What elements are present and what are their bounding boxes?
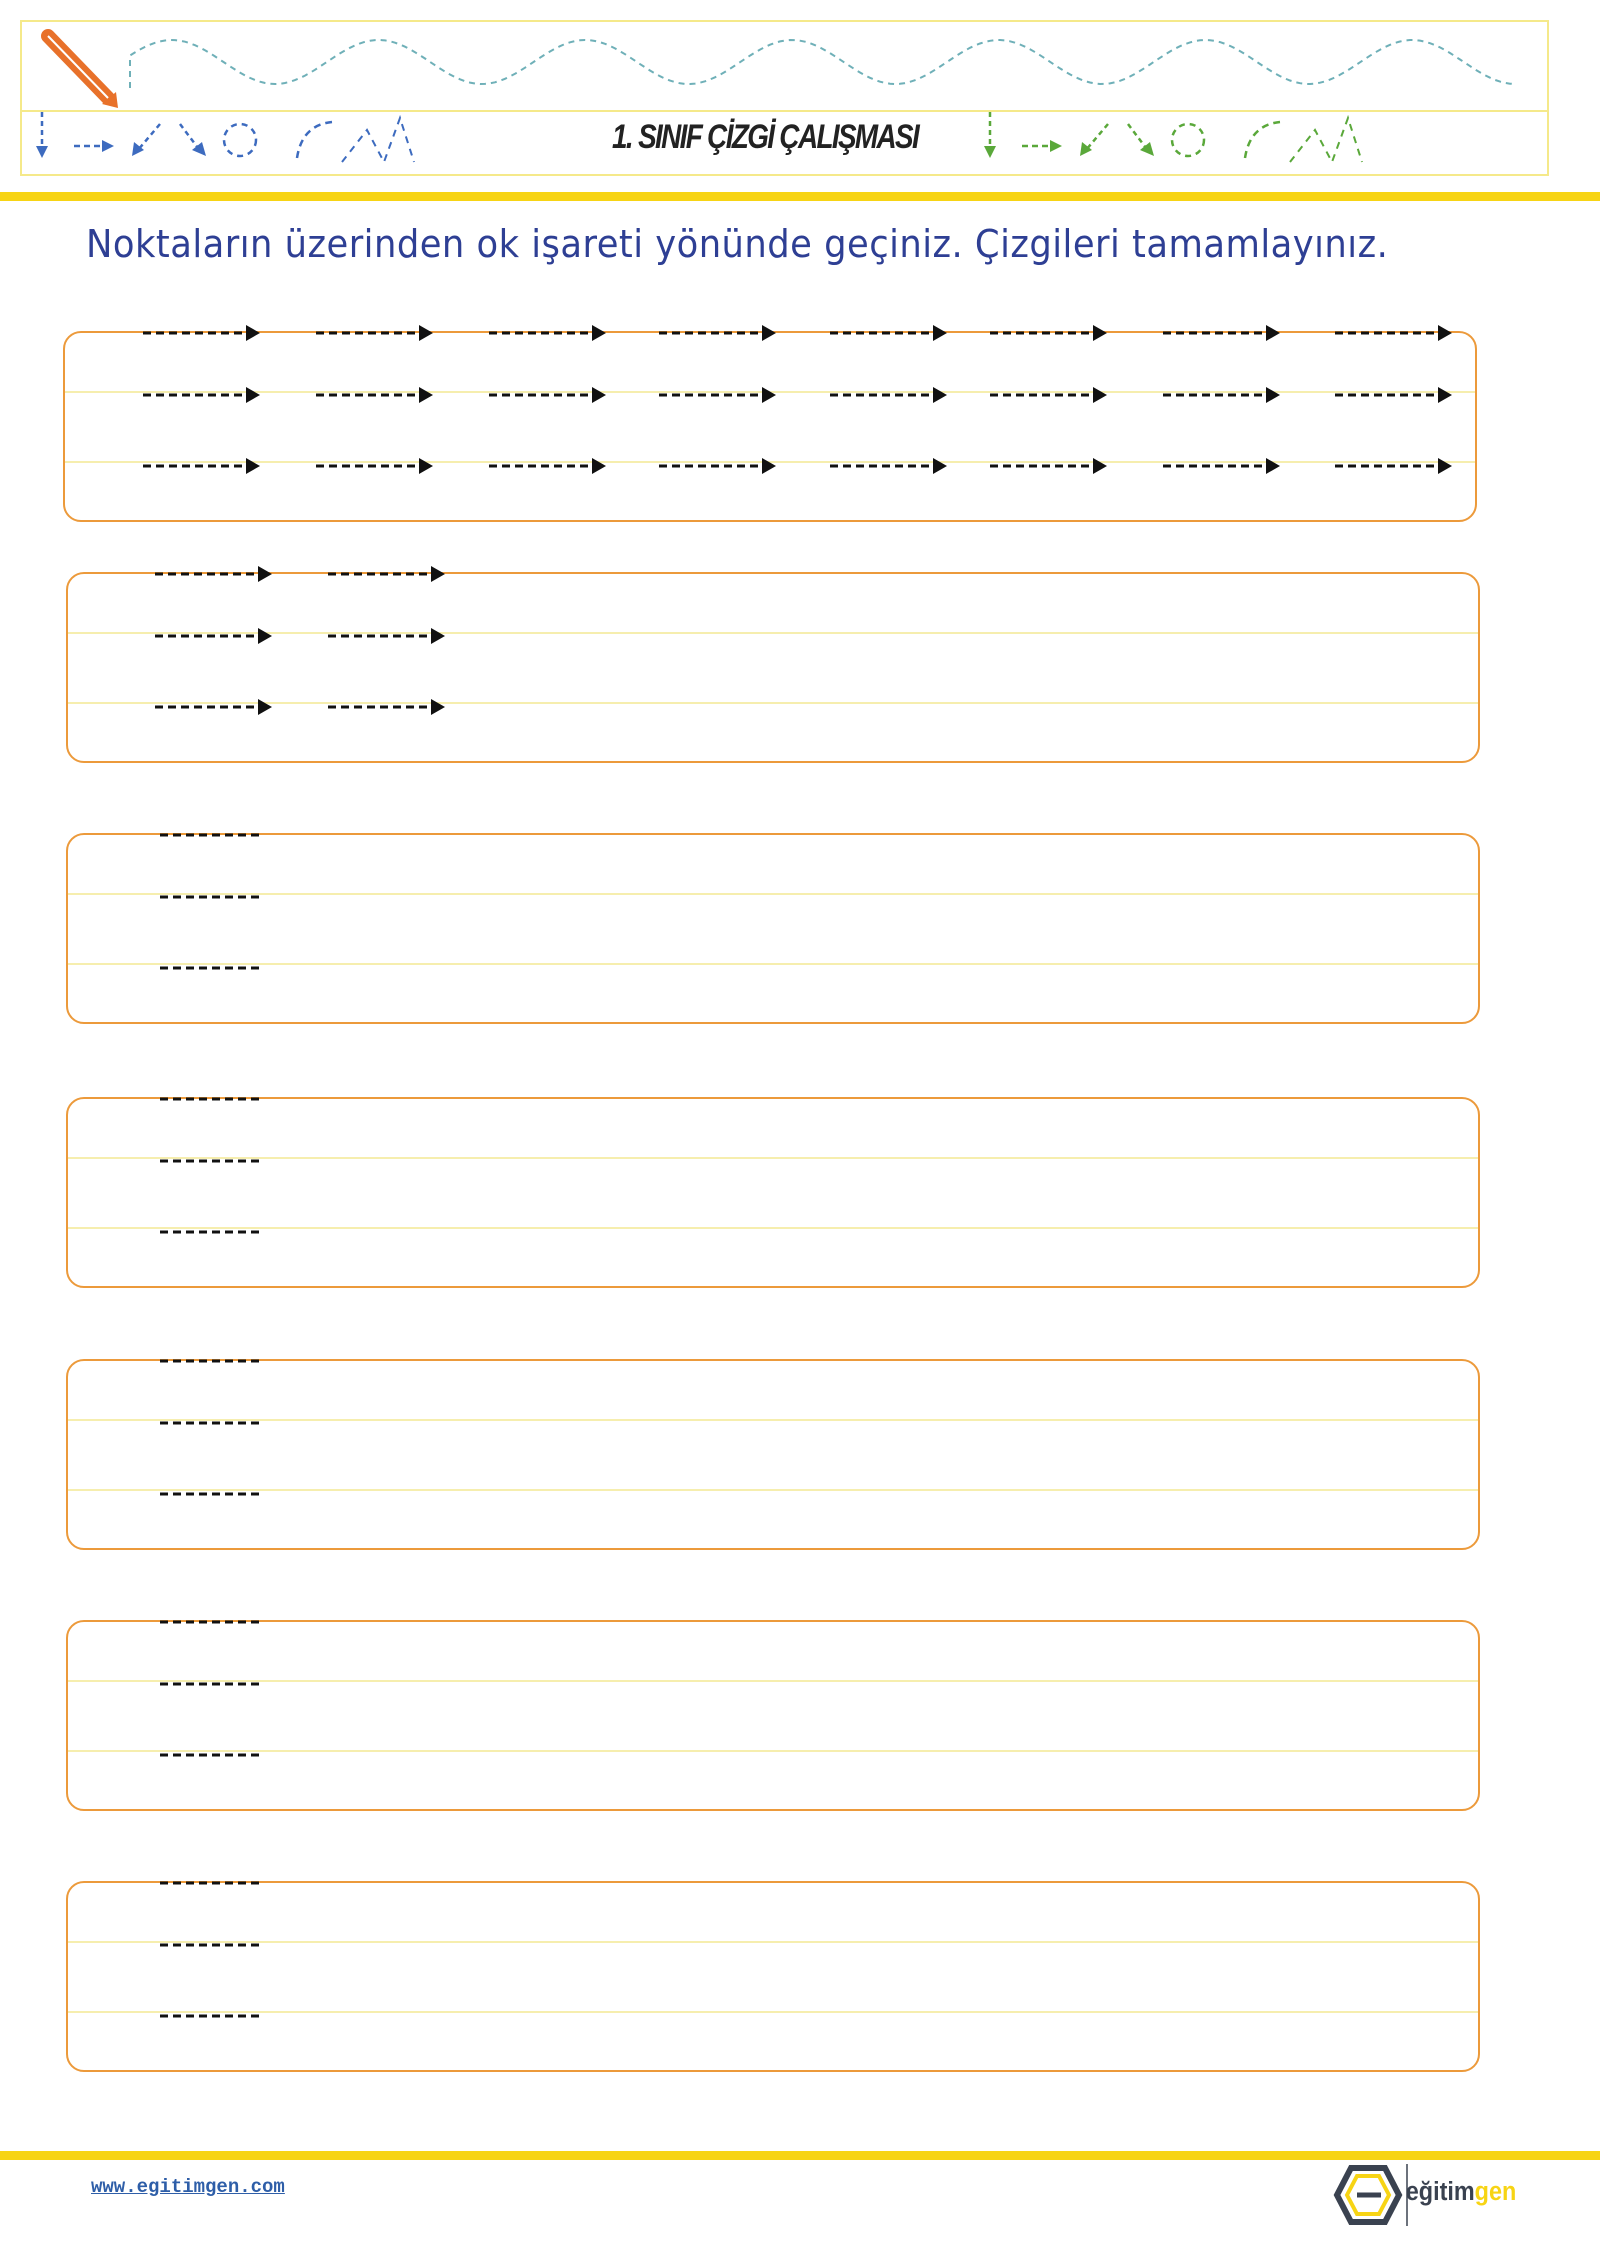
guide-line — [68, 1489, 1478, 1491]
tracing-marks — [160, 1881, 264, 2018]
dashed-arrow — [830, 458, 947, 474]
tracing-box — [66, 566, 1480, 763]
dashed-arrow — [155, 628, 272, 644]
dashed-arrow — [155, 566, 272, 582]
guide-line — [65, 461, 1475, 463]
dashed-arrow — [659, 458, 776, 474]
tracing-box — [66, 1097, 1480, 1288]
dashed-arrow — [328, 566, 445, 582]
egitimgen-logo: eğitimgen — [1333, 2164, 1516, 2226]
dashed-arrow — [830, 387, 947, 403]
dashed-arrow — [1335, 458, 1452, 474]
dashed-arrow — [143, 387, 260, 403]
svg-text:eğitimgen: eğitimgen — [1406, 2178, 1516, 2206]
dashed-arrow — [489, 387, 606, 403]
dashed-arrow — [1163, 458, 1280, 474]
tracing-shapes-green — [984, 112, 1363, 165]
guide-line — [68, 1157, 1478, 1159]
dashed-arrow — [489, 458, 606, 474]
dashed-arrow — [489, 325, 606, 341]
bottom-accent-bar — [0, 2151, 1600, 2160]
wavy-dashed-line — [129, 38, 1516, 88]
tracing-marks — [160, 1359, 264, 1496]
dashed-arrow — [659, 325, 776, 341]
tracing-marks — [160, 1097, 264, 1234]
dashed-arrow — [328, 628, 445, 644]
dashed-arrow — [155, 699, 272, 715]
website-link[interactable]: www.egitimgen.com — [91, 2176, 285, 2198]
dashed-arrow — [990, 458, 1107, 474]
guide-line — [68, 632, 1478, 634]
tracing-marks — [160, 833, 264, 970]
dashed-arrow — [1163, 387, 1280, 403]
guide-line — [68, 1419, 1478, 1421]
dashed-arrow — [316, 325, 433, 341]
header-decorations — [36, 29, 1516, 165]
tracing-box — [63, 325, 1477, 522]
tracing-shapes-blue — [36, 112, 415, 165]
tracing-marks — [155, 566, 445, 715]
dashed-arrow — [143, 325, 260, 341]
tracing-box — [66, 833, 1480, 1024]
tracing-box — [66, 1359, 1480, 1550]
worksheet-title: 1. SINIF ÇİZGİ ÇALIŞMASI — [612, 118, 920, 156]
dashed-arrow — [659, 387, 776, 403]
dashed-arrow — [328, 699, 445, 715]
guide-line — [68, 2011, 1478, 2013]
top-accent-bar — [0, 192, 1600, 201]
dashed-arrow — [830, 325, 947, 341]
tracing-box — [66, 1620, 1480, 1811]
dashed-arrow — [990, 387, 1107, 403]
dashed-arrow — [143, 458, 260, 474]
guide-line — [68, 963, 1478, 965]
dashed-arrow — [1335, 325, 1452, 341]
guide-line — [68, 1680, 1478, 1682]
tracing-marks — [143, 325, 1452, 474]
tracing-marks — [160, 1620, 264, 1757]
guide-line — [68, 1227, 1478, 1229]
header-divider — [20, 110, 1549, 112]
dashed-arrow — [1335, 387, 1452, 403]
guide-line — [68, 1750, 1478, 1752]
instruction-text: Noktaların üzerinden ok işareti yönünde … — [86, 222, 1389, 266]
guide-line — [68, 893, 1478, 895]
guide-line — [68, 702, 1478, 704]
dashed-arrow — [316, 387, 433, 403]
dashed-arrow — [316, 458, 433, 474]
dashed-arrow — [990, 325, 1107, 341]
dashed-arrow — [1163, 325, 1280, 341]
tracing-box — [66, 1881, 1480, 2072]
guide-line — [68, 1941, 1478, 1943]
pencil-icon — [41, 29, 118, 108]
header-banner — [20, 20, 1549, 176]
